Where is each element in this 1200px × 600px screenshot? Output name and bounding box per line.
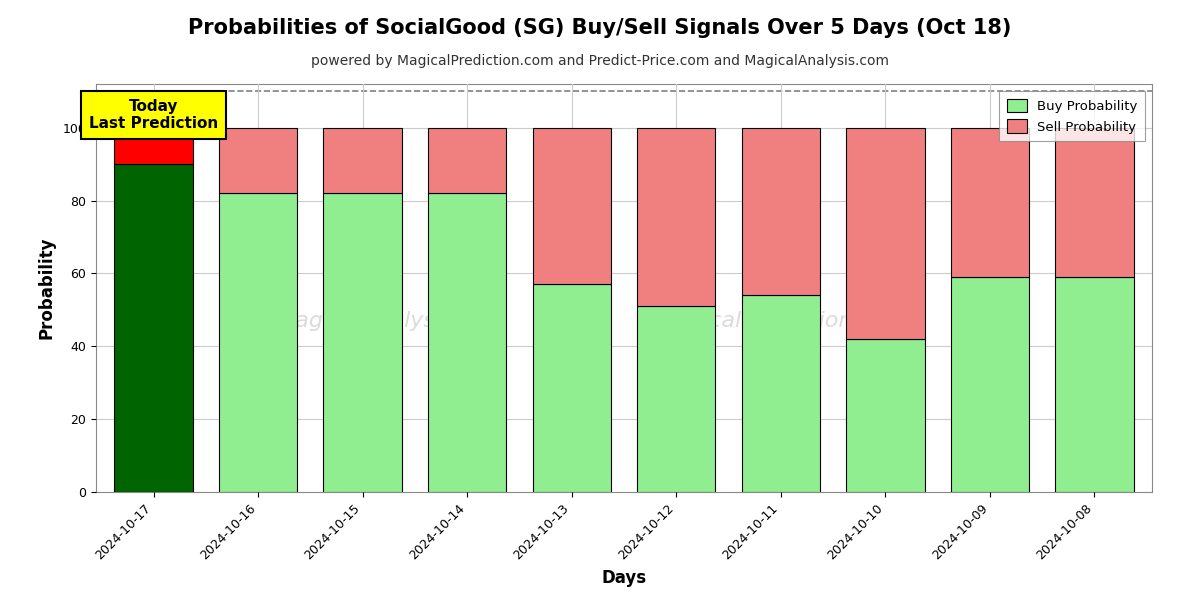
Bar (218, 128, 298, 193)
Bar (742, 128, 820, 295)
Bar (324, 193, 402, 492)
Text: powered by MagicalPrediction.com and Predict-Price.com and MagicalAnalysis.com: powered by MagicalPrediction.com and Pre… (311, 54, 889, 68)
Bar (950, 128, 1030, 277)
Legend: Buy Probability, Sell Probability: Buy Probability, Sell Probability (998, 91, 1146, 142)
Y-axis label: Probability: Probability (37, 237, 55, 339)
Bar (428, 193, 506, 492)
Text: MagicalPrediction.com: MagicalPrediction.com (656, 311, 908, 331)
Bar (218, 193, 298, 492)
Bar (324, 128, 402, 193)
Bar (428, 128, 506, 193)
Text: Probabilities of SocialGood (SG) Buy/Sell Signals Over 5 Days (Oct 18): Probabilities of SocialGood (SG) Buy/Sel… (188, 18, 1012, 38)
Bar (114, 164, 193, 492)
Bar (533, 284, 611, 492)
Bar (533, 128, 611, 284)
Bar (846, 128, 924, 339)
Text: MagicalAnalysis.com: MagicalAnalysis.com (276, 311, 508, 331)
Bar (1055, 128, 1134, 277)
Text: Today
Last Prediction: Today Last Prediction (89, 98, 218, 131)
Bar (114, 128, 193, 164)
Bar (950, 277, 1030, 492)
Bar (637, 306, 715, 492)
Bar (846, 339, 924, 492)
Bar (1055, 277, 1134, 492)
Bar (637, 128, 715, 306)
Bar (742, 295, 820, 492)
X-axis label: Days: Days (601, 569, 647, 587)
